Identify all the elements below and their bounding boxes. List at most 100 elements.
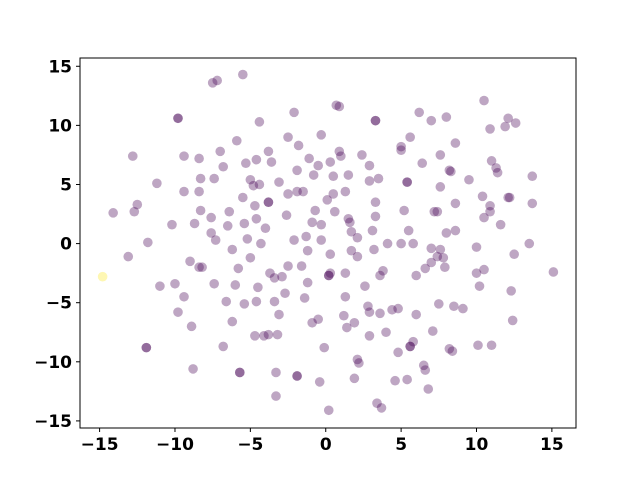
point [313,160,324,171]
point [343,170,354,180]
x-tick-label: 0 [320,435,332,455]
point [227,244,238,255]
point [435,150,446,160]
point [405,341,415,352]
point [491,163,501,173]
point [206,228,216,238]
point [242,234,253,244]
point [360,281,370,291]
point [289,235,299,245]
point [222,221,233,231]
point [449,301,459,312]
point [123,251,134,262]
point [298,186,308,197]
point [492,167,503,178]
point [328,189,339,199]
point [271,367,281,378]
point [233,263,244,274]
point [403,225,414,236]
point [471,268,482,278]
point [441,112,452,122]
point [197,262,207,273]
point [209,278,219,289]
point [170,278,180,289]
point [185,256,195,267]
point [253,282,263,293]
point [108,208,118,218]
point [450,138,461,148]
point [248,180,259,191]
point [281,210,292,221]
point [364,176,375,186]
point [509,249,519,260]
point [188,364,198,374]
point [245,252,256,263]
point [349,317,360,328]
point [323,270,334,281]
point [352,354,363,365]
point [239,218,250,229]
point [328,171,339,182]
point [373,173,384,184]
point [444,165,455,176]
point [129,206,140,217]
point [334,146,345,157]
point [405,341,415,352]
point [426,257,437,268]
point [251,213,262,224]
point [396,145,406,156]
point [447,346,458,356]
point [363,301,373,312]
point [256,238,266,249]
point [283,261,293,271]
point [143,237,153,248]
point [504,192,515,203]
point [313,314,324,325]
point [218,341,229,352]
point [224,206,235,217]
point [218,161,229,172]
point [316,219,327,230]
point [340,268,351,278]
point [527,171,538,182]
point [238,192,248,203]
point [354,358,364,368]
point [280,288,290,299]
x-tick-label: 15 [540,435,564,455]
point [473,340,483,351]
point [423,384,434,394]
point [364,307,375,317]
point [477,191,488,202]
point [179,151,189,161]
point [390,375,400,386]
point [440,262,450,273]
point [375,270,385,281]
point [265,268,275,278]
point [283,189,293,199]
point [357,150,367,160]
point [339,310,349,321]
point [189,218,200,229]
point [292,371,302,381]
point [316,235,327,245]
x-tick-label: 10 [465,435,489,455]
point [221,296,232,307]
point [336,151,346,161]
point [376,403,387,413]
point [272,329,283,340]
point [266,157,277,167]
point [485,206,495,217]
point [387,304,397,315]
point [304,153,314,164]
point [345,217,355,228]
point [263,197,274,208]
point [420,263,431,274]
point [479,95,489,106]
point [195,205,206,216]
point [548,267,559,277]
point [343,213,354,224]
point [399,205,409,216]
point [215,146,226,157]
point [274,177,284,187]
point [292,371,302,381]
